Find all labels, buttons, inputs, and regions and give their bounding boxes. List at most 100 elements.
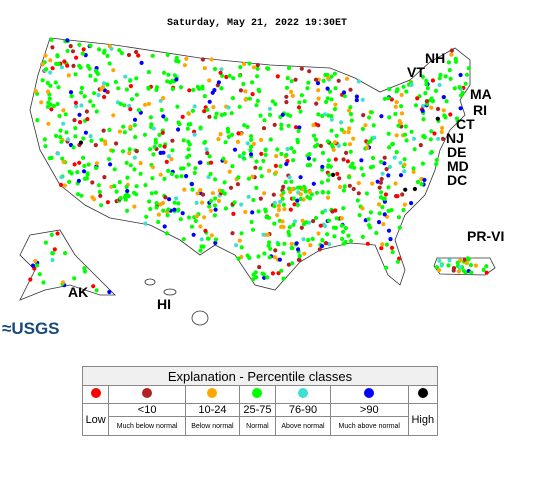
state-label: AK <box>68 284 88 300</box>
gauge-dot <box>124 160 129 165</box>
gauge-dot <box>209 57 214 62</box>
gauge-dot <box>174 55 179 60</box>
gauge-dot <box>156 219 161 225</box>
gauge-dot <box>339 127 344 132</box>
gauge-dot <box>50 66 55 71</box>
gauge-dot <box>382 155 387 160</box>
gauge-dot <box>265 66 270 71</box>
gauge-dot <box>81 155 86 160</box>
gauge-dot <box>245 253 250 258</box>
gauge-dot <box>412 186 417 192</box>
gauge-dot <box>268 246 273 251</box>
gauge-dot <box>67 169 72 174</box>
gauge-dot <box>143 183 148 188</box>
gauge-dot <box>351 186 356 192</box>
gauge-dot <box>333 86 338 91</box>
gauge-dot <box>443 74 448 79</box>
gauge-dot <box>143 221 148 226</box>
gauge-dot <box>313 77 319 82</box>
gauge-dot <box>386 228 392 233</box>
gauge-dot <box>440 136 446 141</box>
gauge-dot <box>449 52 454 57</box>
gauge-dot <box>126 52 132 58</box>
gauge-dot <box>383 192 388 197</box>
legend: Explanation - Percentile classes Low <10 1… <box>81 366 439 436</box>
gauge-dot <box>418 143 423 148</box>
gauge-dot <box>280 219 285 224</box>
gauge-dot <box>253 165 258 170</box>
gauge-dot <box>63 251 68 256</box>
gauge-dot <box>186 215 192 220</box>
gauge-dot <box>386 185 391 190</box>
gauge-dot <box>35 263 40 268</box>
gauge-dot <box>436 136 441 141</box>
gauge-dot <box>195 84 200 89</box>
gauge-dot <box>443 115 448 120</box>
gauge-dot <box>226 134 231 139</box>
gauge-dot <box>298 175 303 180</box>
gauge-dot <box>200 192 206 197</box>
gauge-dot <box>49 232 54 237</box>
legend-description: Much below normal <box>108 416 186 436</box>
gauge-dot <box>109 46 114 51</box>
gauge-dot <box>214 111 219 116</box>
state-label: PR-VI <box>467 228 504 244</box>
gauge-dot <box>261 158 266 164</box>
gauge-dot <box>132 204 137 209</box>
gauge-dot <box>174 174 179 179</box>
gauge-dot <box>439 129 444 135</box>
gauge-dot <box>404 138 409 143</box>
gauge-dot <box>296 128 301 134</box>
gauge-dot <box>286 123 291 128</box>
gauge-dot <box>292 219 297 224</box>
gauge-dot <box>326 76 331 81</box>
gauge-dot <box>444 99 449 104</box>
gauge-dot <box>122 130 127 135</box>
gauge-dot <box>176 201 181 206</box>
legend-range: >90 <box>329 403 409 417</box>
gauge-dot <box>273 248 278 253</box>
gauge-dot <box>242 61 247 67</box>
gauge-dot <box>319 180 324 185</box>
gauge-dot <box>359 158 364 163</box>
gauge-dot <box>326 164 331 169</box>
gauge-dot <box>314 190 320 195</box>
gauge-dot <box>263 207 268 212</box>
gauge-dot <box>202 66 207 71</box>
gauge-dot <box>285 112 290 117</box>
gauge-dot <box>164 159 169 164</box>
gauge-dot <box>447 68 452 73</box>
gauge-dot <box>161 96 166 101</box>
gauge-dot <box>172 200 177 205</box>
gauge-dot <box>224 74 229 80</box>
gauge-dot <box>378 195 383 200</box>
gauge-dot <box>206 174 211 180</box>
gauge-dot <box>114 141 119 146</box>
gauge-dot <box>379 190 384 195</box>
gauge-dot <box>68 44 73 49</box>
gauge-dot <box>326 218 332 223</box>
gauge-dot <box>285 76 290 81</box>
legend-swatch-cell <box>329 385 409 404</box>
gauge-dot <box>88 134 93 139</box>
gauge-dot <box>73 100 78 105</box>
gauge-dot <box>401 207 406 213</box>
gauge-dot <box>198 160 203 165</box>
gauge-dot <box>247 61 252 66</box>
legend-dot <box>90 388 101 398</box>
gauge-dot <box>105 53 110 59</box>
gauge-dot <box>48 70 53 75</box>
gauge-dot <box>350 161 355 166</box>
gauge-dot <box>125 208 130 213</box>
gauge-dot <box>278 199 283 204</box>
gauge-dot <box>153 140 158 145</box>
gauge-dot <box>182 63 187 68</box>
gauge-dot <box>384 167 389 172</box>
gauge-dot <box>364 191 369 196</box>
gauge-dot <box>398 173 404 178</box>
gauge-dot <box>411 166 416 171</box>
gauge-dot <box>306 238 311 243</box>
gauge-dot <box>189 224 195 229</box>
gauge-dot <box>226 105 231 110</box>
gauge-dot <box>43 53 48 58</box>
